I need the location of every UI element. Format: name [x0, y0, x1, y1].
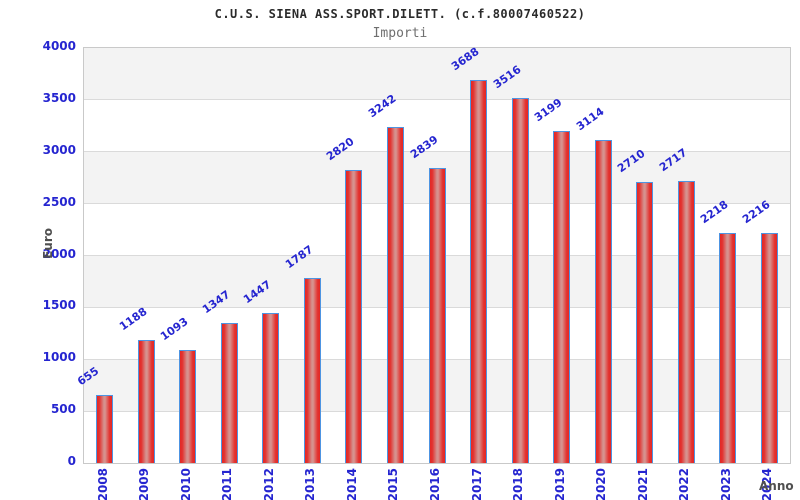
x-tick-label: 2014	[345, 468, 359, 500]
bar	[636, 182, 653, 463]
bar-value-label: 3516	[490, 62, 524, 92]
y-tick-label: 0	[67, 454, 76, 468]
x-axis-name: Anno	[759, 479, 794, 493]
bar	[761, 233, 778, 463]
bar	[387, 127, 404, 463]
x-tick-label: 2009	[137, 468, 151, 500]
x-tick-label: 2012	[262, 468, 276, 500]
x-tick-label: 2021	[636, 468, 650, 500]
x-tick-label: 2022	[677, 468, 691, 500]
y-axis-name: Euro	[41, 228, 55, 259]
x-tick-label: 2013	[303, 468, 317, 500]
bar	[470, 80, 487, 463]
y-tick-label: 500	[50, 402, 76, 417]
bar	[96, 395, 113, 463]
chart-subtitle: Importi	[372, 26, 428, 41]
x-tick-label: 2020	[594, 468, 608, 500]
bar	[138, 340, 155, 463]
bar-value-label: 3114	[573, 104, 607, 134]
x-tick-label: 2023	[719, 468, 733, 500]
bar-value-label: 1447	[240, 277, 274, 307]
x-tick-label: 2015	[386, 468, 400, 500]
bar-value-label: 1787	[282, 242, 316, 272]
bar	[429, 168, 446, 463]
bar	[512, 98, 529, 463]
x-tick-label: 2011	[220, 468, 234, 500]
y-gridline	[84, 151, 790, 153]
y-tick-label: 4000	[42, 39, 76, 53]
bar	[221, 323, 238, 463]
plot-area: 655 1188 1093 1347 1447 1787 2820 3242 2839 3688 3…	[75, 44, 791, 464]
x-tick-label: 2017	[470, 468, 484, 500]
y-tick-label: 2500	[42, 194, 76, 209]
y-tick-label: 3000	[42, 142, 76, 157]
bar	[595, 140, 612, 463]
y-tick-label: 1000	[42, 350, 76, 365]
y-tick-label: 1500	[42, 298, 76, 313]
x-tick-label: 2016	[428, 468, 442, 500]
bar-value-label: 3242	[365, 91, 399, 121]
bar-value-label: 1188	[116, 304, 150, 334]
bar	[262, 313, 279, 463]
bar	[345, 170, 362, 463]
bar-value-label: 2820	[323, 134, 357, 164]
bar-value-label: 1093	[157, 314, 191, 344]
x-tick-label: 2008	[96, 468, 110, 500]
bar	[304, 278, 321, 463]
bar-value-label: 2839	[407, 132, 441, 162]
y-gridline	[84, 99, 790, 101]
bar-value-label: 1347	[199, 287, 233, 317]
x-tick-label: 2010	[179, 468, 193, 500]
y-tick-label: 2000	[42, 246, 76, 261]
x-tick-label: 2019	[553, 468, 567, 500]
bar	[678, 181, 695, 463]
y-tick-label: 3500	[42, 90, 76, 105]
bar	[179, 350, 196, 463]
bar	[553, 131, 570, 463]
bar-value-label: 655	[74, 364, 102, 389]
x-tick-label: 2018	[511, 468, 525, 500]
chart-title: C.U.S. SIENA ASS.SPORT.DILETT. (c.f.8000…	[214, 7, 586, 21]
bar	[719, 233, 736, 463]
bar-value-label: 3688	[448, 44, 482, 74]
